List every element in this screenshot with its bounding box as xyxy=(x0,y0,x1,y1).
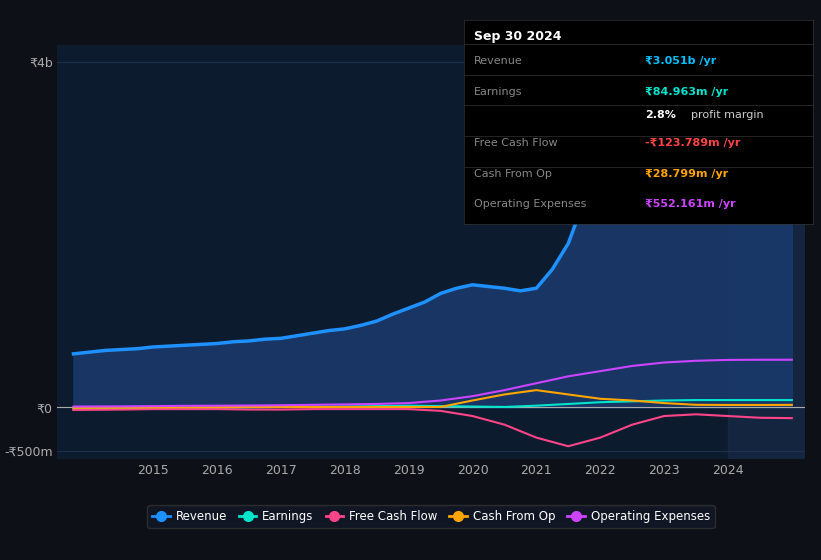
Text: Cash From Op: Cash From Op xyxy=(475,169,553,179)
Text: Revenue: Revenue xyxy=(475,57,523,67)
Bar xyxy=(728,45,805,459)
Text: ₹28.799m /yr: ₹28.799m /yr xyxy=(645,169,728,179)
Legend: Revenue, Earnings, Free Cash Flow, Cash From Op, Operating Expenses: Revenue, Earnings, Free Cash Flow, Cash … xyxy=(147,506,715,528)
Text: ₹3.051b /yr: ₹3.051b /yr xyxy=(645,57,717,67)
Text: ₹552.161m /yr: ₹552.161m /yr xyxy=(645,199,736,209)
Text: Operating Expenses: Operating Expenses xyxy=(475,199,587,209)
Text: Earnings: Earnings xyxy=(475,87,523,97)
Text: profit margin: profit margin xyxy=(690,110,764,119)
Text: 2.8%: 2.8% xyxy=(645,110,677,119)
Text: ₹84.963m /yr: ₹84.963m /yr xyxy=(645,87,728,97)
Text: Free Cash Flow: Free Cash Flow xyxy=(475,138,558,148)
Text: Sep 30 2024: Sep 30 2024 xyxy=(475,30,562,43)
Text: -₹123.789m /yr: -₹123.789m /yr xyxy=(645,138,741,148)
